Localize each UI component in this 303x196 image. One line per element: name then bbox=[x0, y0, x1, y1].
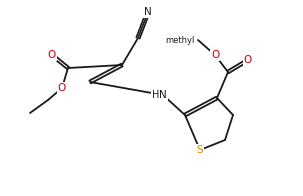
Text: N: N bbox=[144, 7, 152, 17]
Text: N: N bbox=[159, 90, 167, 100]
Text: methyl: methyl bbox=[166, 35, 195, 44]
Text: O: O bbox=[211, 50, 219, 60]
Text: S: S bbox=[197, 145, 203, 155]
Text: O: O bbox=[48, 50, 56, 60]
Text: H: H bbox=[160, 90, 168, 100]
Text: H: H bbox=[152, 90, 159, 100]
Text: O: O bbox=[58, 83, 66, 93]
Text: O: O bbox=[244, 55, 252, 65]
